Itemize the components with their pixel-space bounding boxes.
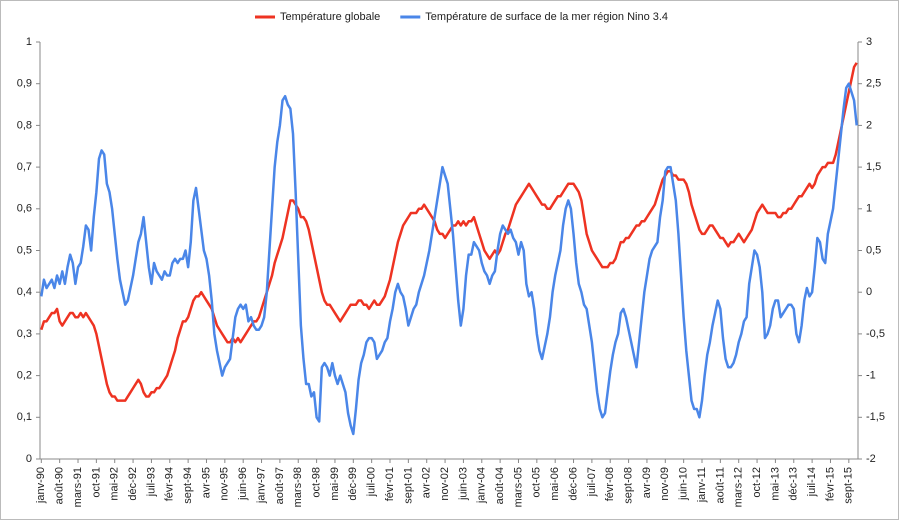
x-tick-label: sept-01 (402, 467, 414, 504)
x-tick-label: oct-05 (531, 467, 543, 498)
y-tick-label: 0,1 (17, 411, 32, 423)
y2-tick-label: 0,5 (866, 244, 881, 256)
y-tick-label: 0,9 (17, 78, 32, 90)
x-tick-label: juil-93 (145, 467, 157, 497)
x-tick-label: sept-94 (182, 467, 194, 504)
x-tick-label: déc-06 (567, 467, 579, 501)
x-tick-label: févr-94 (164, 467, 176, 501)
x-tick-label: juil-14 (806, 467, 818, 497)
y2-tick-label: 1,5 (866, 161, 881, 173)
x-tick-label: févr-01 (384, 467, 396, 501)
x-tick-label: déc-92 (127, 467, 139, 501)
x-tick-label: nov-09 (659, 467, 671, 501)
y-tick-label: 0,5 (17, 244, 32, 256)
x-tick-label: déc-13 (788, 467, 800, 501)
x-tick-label: sept-08 (622, 467, 634, 504)
y-tick-label: 0,8 (17, 119, 32, 131)
y2-tick-label: 2 (866, 119, 872, 131)
series-line (40, 82, 858, 436)
x-tick-label: févr-08 (604, 467, 616, 501)
x-tick-label: mars-05 (512, 467, 524, 507)
x-tick-label: mai-13 (769, 467, 781, 501)
x-tick-label: août-97 (274, 467, 286, 504)
x-tick-label: janv-97 (255, 467, 267, 504)
x-tick-label: mai-99 (329, 467, 341, 501)
y-tick-label: 1 (26, 36, 32, 48)
legend-label: Température globale (280, 11, 380, 23)
y2-tick-label: 3 (866, 36, 872, 48)
x-tick-label: mars-12 (733, 467, 745, 507)
y2-tick-label: -1,5 (866, 411, 885, 423)
y-tick-label: 0,3 (17, 328, 32, 340)
y-tick-label: 0,4 (17, 286, 32, 298)
x-tick-label: janv-11 (696, 467, 708, 503)
y2-tick-label: -2 (866, 453, 876, 465)
x-tick-label: janv-90 (35, 467, 47, 504)
x-tick-label: juin-03 (457, 467, 469, 501)
y2-tick-label: 1 (866, 203, 872, 215)
x-tick-label: avr-09 (641, 467, 653, 498)
x-tick-label: oct-98 (311, 467, 323, 498)
legend-label: Température de surface de la mer région … (425, 11, 668, 23)
x-tick-label: oct-91 (90, 467, 102, 498)
x-tick-label: oct-12 (751, 467, 763, 498)
y-tick-label: 0,7 (17, 161, 32, 173)
y-tick-label: 0 (26, 453, 32, 465)
y2-tick-label: 0 (866, 286, 872, 298)
x-tick-label: avr-95 (200, 467, 212, 498)
x-tick-label: août-11 (714, 467, 726, 504)
x-tick-label: nov-02 (439, 467, 451, 501)
x-tick-label: juil-07 (586, 467, 598, 497)
y2-tick-label: -1 (866, 370, 876, 382)
series-line (40, 62, 858, 402)
x-tick-label: mai-92 (109, 467, 121, 501)
x-tick-label: mai-06 (549, 467, 561, 501)
x-tick-label: juin-96 (237, 467, 249, 501)
x-tick-label: août-04 (494, 467, 506, 504)
y2-tick-label: -0,5 (866, 328, 885, 340)
y2-tick-label: 2,5 (866, 78, 881, 90)
x-tick-label: avr-02 (421, 467, 433, 498)
x-tick-label: juin-10 (678, 467, 690, 501)
y-tick-label: 0,6 (17, 203, 32, 215)
x-tick-label: déc-99 (347, 467, 359, 501)
x-tick-label: févr-15 (824, 467, 836, 501)
x-tick-label: mars-91 (72, 467, 84, 507)
x-tick-label: août-90 (54, 467, 66, 504)
y-tick-label: 0,2 (17, 370, 32, 382)
x-tick-label: janv-04 (476, 467, 488, 504)
x-tick-label: mars-98 (292, 467, 304, 507)
x-tick-label: juil-00 (366, 467, 378, 497)
x-tick-label: nov-95 (219, 467, 231, 501)
x-tick-label: sept-15 (843, 467, 855, 504)
